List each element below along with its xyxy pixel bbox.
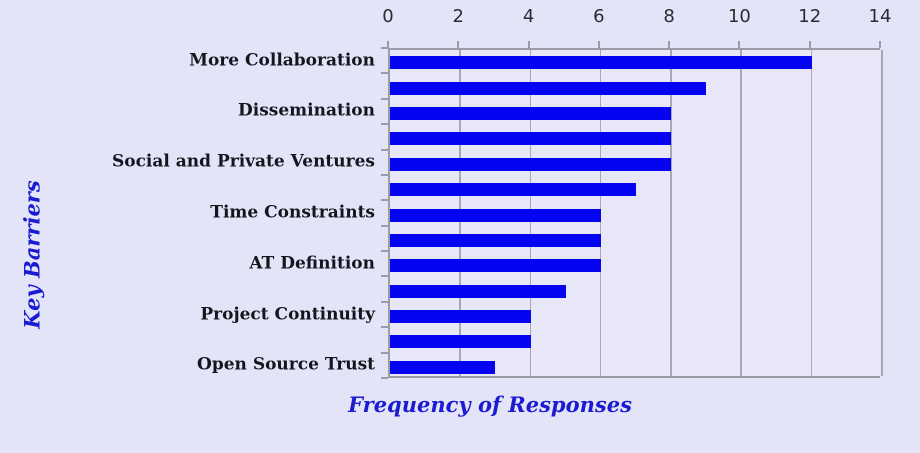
gridline bbox=[670, 50, 672, 376]
bar bbox=[390, 81, 707, 95]
bar bbox=[390, 208, 601, 222]
y-tick-mark bbox=[381, 47, 388, 49]
category-label: AT Definition bbox=[249, 253, 375, 274]
x-axis-title: Frequency of Responses bbox=[348, 392, 632, 417]
category-label: Open Source Trust bbox=[197, 354, 375, 375]
y-tick-mark bbox=[381, 275, 388, 278]
category-label: Project Continuity bbox=[200, 304, 375, 325]
bar bbox=[390, 335, 531, 349]
x-tick-label: 12 bbox=[798, 6, 822, 27]
category-label: More Collaboration bbox=[189, 50, 375, 71]
x-tick-label: 0 bbox=[382, 6, 394, 27]
bar bbox=[390, 233, 601, 247]
y-tick-mark bbox=[381, 300, 388, 303]
y-tick-mark bbox=[381, 148, 388, 151]
x-tick-mark bbox=[879, 41, 881, 48]
y-tick-mark bbox=[381, 199, 388, 202]
bar bbox=[390, 284, 566, 298]
bar bbox=[390, 157, 672, 171]
y-tick-mark bbox=[381, 326, 388, 329]
category-label: Dissemination bbox=[238, 100, 375, 121]
bar bbox=[390, 183, 636, 197]
x-tick-label: 2 bbox=[452, 6, 465, 27]
y-tick-mark bbox=[381, 250, 388, 253]
category-label: Social and Private Ventures bbox=[111, 151, 375, 172]
x-tick-mark bbox=[738, 41, 741, 48]
x-tick-mark bbox=[457, 41, 460, 48]
bar bbox=[390, 259, 601, 273]
x-tick-mark bbox=[808, 41, 811, 48]
gridline bbox=[740, 50, 742, 376]
bar bbox=[390, 360, 496, 374]
x-tick-label: 10 bbox=[727, 6, 751, 27]
y-tick-mark bbox=[381, 377, 388, 379]
x-tick-mark bbox=[668, 41, 671, 48]
y-tick-mark bbox=[381, 224, 388, 227]
gridline bbox=[881, 50, 883, 376]
bar bbox=[390, 310, 531, 324]
plot-area bbox=[388, 48, 883, 378]
x-tick-mark bbox=[597, 41, 600, 48]
x-tick-label: 6 bbox=[593, 6, 605, 27]
x-tick-label: 8 bbox=[663, 6, 675, 27]
y-tick-mark bbox=[381, 123, 388, 126]
bar bbox=[390, 132, 672, 146]
y-tick-mark bbox=[381, 173, 388, 176]
category-label: Time Constraints bbox=[210, 202, 375, 223]
bar bbox=[390, 56, 812, 70]
x-tick-label: 14 bbox=[868, 6, 892, 27]
gridline bbox=[810, 50, 813, 376]
bar bbox=[390, 106, 672, 120]
x-tick-mark bbox=[387, 41, 389, 48]
y-tick-mark bbox=[381, 72, 388, 75]
x-tick-label: 4 bbox=[522, 6, 535, 27]
x-tick-mark bbox=[527, 41, 530, 48]
y-tick-mark bbox=[381, 97, 388, 100]
y-tick-mark bbox=[381, 351, 388, 354]
